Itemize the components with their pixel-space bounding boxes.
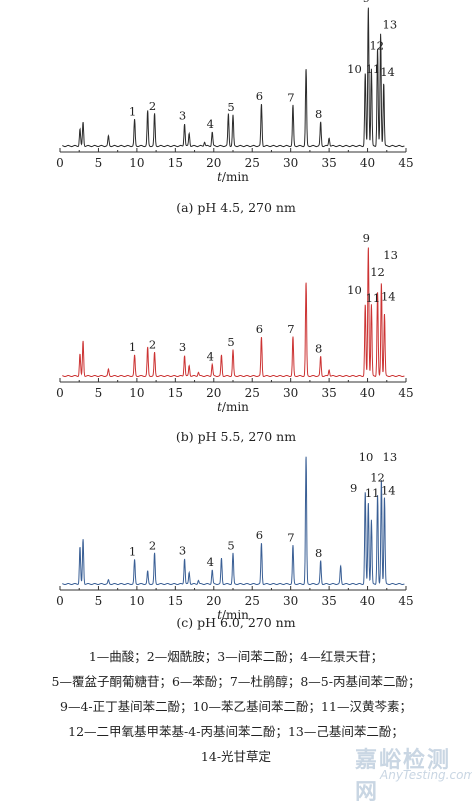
peak-number-label: 10 <box>347 283 362 297</box>
x-tick-label: 10 <box>129 156 144 170</box>
x-tick-label: 10 <box>129 594 144 608</box>
x-tick-label: 5 <box>95 594 103 608</box>
peak-number-label: 8 <box>315 107 322 121</box>
peak-number-label: 2 <box>149 338 156 352</box>
legend-line-4: 12—二甲氧基甲苯基-4-丙基间苯二酚；13—己基间苯二酚； <box>68 724 404 739</box>
x-tick-label: 0 <box>56 386 64 400</box>
peak-number-label: 1 <box>129 104 136 118</box>
x-tick-label: 0 <box>56 156 64 170</box>
peak-number-label: 9 <box>363 0 370 5</box>
peak-number-label: 4 <box>207 555 214 569</box>
x-tick-label: 30 <box>283 386 298 400</box>
x-tick-label: 35 <box>321 386 336 400</box>
legend-line-5: 14-光甘草定 <box>200 749 272 764</box>
x-tick-label: 30 <box>283 594 298 608</box>
peak-number-label: 13 <box>383 248 398 262</box>
x-tick-label: 15 <box>168 594 183 608</box>
watermark-url-text: AnyTesting.com <box>380 768 472 782</box>
peak-number-label: 10 <box>347 62 362 76</box>
x-tick-label: 40 <box>360 156 375 170</box>
panel-caption: (a) pH 4.5, 270 nm <box>176 200 296 215</box>
x-tick-label: 15 <box>168 386 183 400</box>
panel-caption: (b) pH 5.5, 270 nm <box>176 429 296 444</box>
x-axis-title: t/min <box>217 400 249 414</box>
x-tick-label: 25 <box>245 156 260 170</box>
x-tick-label: 20 <box>206 156 221 170</box>
peak-number-label: 14 <box>380 65 395 79</box>
x-tick-label: 10 <box>129 386 144 400</box>
peak-number-label: 7 <box>287 322 294 336</box>
x-tick-label: 30 <box>283 156 298 170</box>
peak-number-label: 12 <box>369 38 384 52</box>
peak-number-label: 11 <box>366 291 381 305</box>
x-tick-label: 40 <box>360 386 375 400</box>
chromatogram-figure: 051015202530354045t/min12345678910111213… <box>56 0 413 630</box>
peak-number-label: 10 <box>359 450 374 464</box>
legend-line-3: 9—4-正丁基间苯二酚；10—苯乙基间苯二酚；11—汉黄芩素； <box>60 699 412 714</box>
peak-number-label: 6 <box>256 528 263 542</box>
x-tick-label: 0 <box>56 594 64 608</box>
x-tick-label: 35 <box>321 156 336 170</box>
peak-number-label: 11 <box>365 486 380 500</box>
peak-number-label: 7 <box>287 90 294 104</box>
x-tick-label: 45 <box>398 594 413 608</box>
peak-number-label: 3 <box>179 340 186 354</box>
peak-number-label: 8 <box>315 546 322 560</box>
peak-number-label: 4 <box>207 349 214 363</box>
x-tick-label: 25 <box>245 386 260 400</box>
peak-number-label: 8 <box>315 342 322 356</box>
peak-number-label: 1 <box>129 340 136 354</box>
x-tick-label: 45 <box>398 386 413 400</box>
peak-number-label: 7 <box>287 531 294 545</box>
x-tick-label: 40 <box>360 594 375 608</box>
peak-number-label: 5 <box>227 100 234 114</box>
legend-line-1: 1—曲酸；2—烟酰胺；3—间苯二酚；4—红景天苷； <box>88 649 384 664</box>
chromatogram-trace <box>62 7 405 148</box>
x-tick-label: 5 <box>95 156 103 170</box>
peak-number-label: 2 <box>149 99 156 113</box>
chromatogram-trace <box>62 456 405 586</box>
x-tick-label: 5 <box>95 386 103 400</box>
x-tick-label: 15 <box>168 156 183 170</box>
peak-number-label: 5 <box>227 538 234 552</box>
peak-number-label: 3 <box>179 109 186 123</box>
peak-number-label: 2 <box>149 538 156 552</box>
peak-number-label: 13 <box>383 17 398 31</box>
x-axis-title: t/min <box>217 170 249 184</box>
peak-number-label: 3 <box>179 543 186 557</box>
x-tick-label: 20 <box>206 386 221 400</box>
peak-number-label: 14 <box>381 290 396 304</box>
x-tick-label: 25 <box>245 594 260 608</box>
legend-line-2: 5—覆盆子酮葡糖苷；6—苯酚；7—杜鹃醇；8—5-丙基间苯二酚； <box>51 674 421 689</box>
peak-number-label: 1 <box>129 545 136 559</box>
peak-number-label: 6 <box>256 322 263 336</box>
x-tick-label: 20 <box>206 594 221 608</box>
peak-number-label: 14 <box>381 483 396 497</box>
peak-number-label: 12 <box>370 265 385 279</box>
peak-number-label: 11 <box>366 62 381 76</box>
peak-number-label: 6 <box>256 89 263 103</box>
x-tick-label: 35 <box>321 594 336 608</box>
peak-number-label: 5 <box>227 335 234 349</box>
peak-number-label: 4 <box>207 117 214 131</box>
x-axis-title: t/min <box>217 608 249 622</box>
chromatogram-trace <box>62 247 405 378</box>
x-tick-label: 45 <box>398 156 413 170</box>
peak-number-label: 9 <box>363 231 370 245</box>
peak-number-label: 9 <box>350 481 357 495</box>
peak-number-label: 12 <box>370 471 385 485</box>
chromatogram-panel-a: 051015202530354045t/min12345678910111213… <box>56 0 413 215</box>
peak-number-label: 13 <box>383 450 398 464</box>
panel-caption: (c) pH 6.0, 270 nm <box>176 615 295 630</box>
